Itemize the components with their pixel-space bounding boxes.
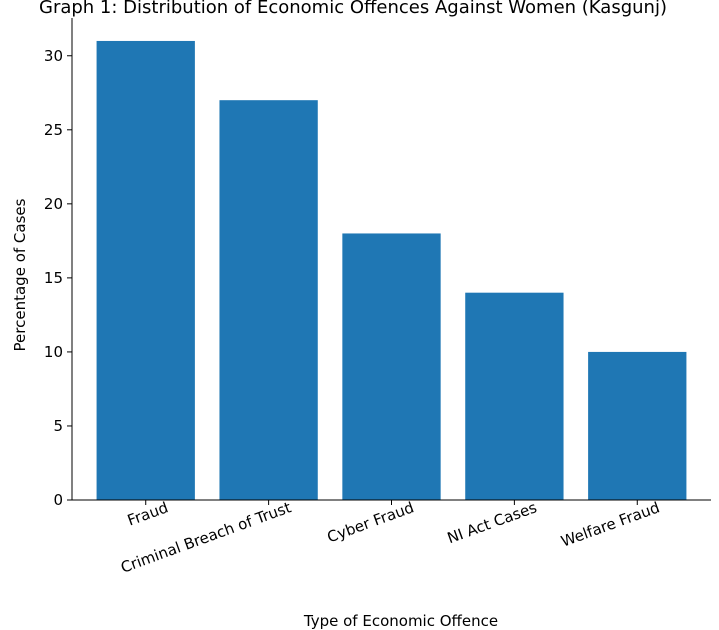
bars-group: [96, 40, 687, 501]
x-tick-label: Fraud: [125, 498, 171, 529]
x-axis-title: Type of Economic Offence: [303, 612, 498, 630]
y-axis: 0 5 10 15 20 25 30: [44, 18, 73, 509]
bar-welfare-fraud: [588, 351, 687, 500]
bar-ni-act-cases: [465, 292, 564, 500]
y-tick-label: 0: [53, 491, 63, 509]
bar-criminal-breach-of-trust: [219, 100, 318, 501]
bar-fraud: [96, 40, 195, 500]
y-tick-label: 30: [44, 47, 63, 65]
y-tick-label: 10: [44, 343, 63, 361]
x-tick-label: Welfare Fraud: [559, 498, 663, 550]
y-tick-label: 25: [44, 121, 63, 139]
chart-title: Graph 1: Distribution of Economic Offenc…: [39, 0, 667, 18]
y-axis-title: Percentage of Cases: [11, 198, 29, 351]
y-tick-label: 20: [44, 195, 63, 213]
y-tick-label: 5: [53, 417, 63, 435]
y-tick-label: 15: [44, 269, 63, 287]
bar-cyber-fraud: [342, 233, 441, 500]
x-tick-label: Cyber Fraud: [325, 498, 417, 546]
x-tick-label: NI Act Cases: [445, 498, 540, 547]
